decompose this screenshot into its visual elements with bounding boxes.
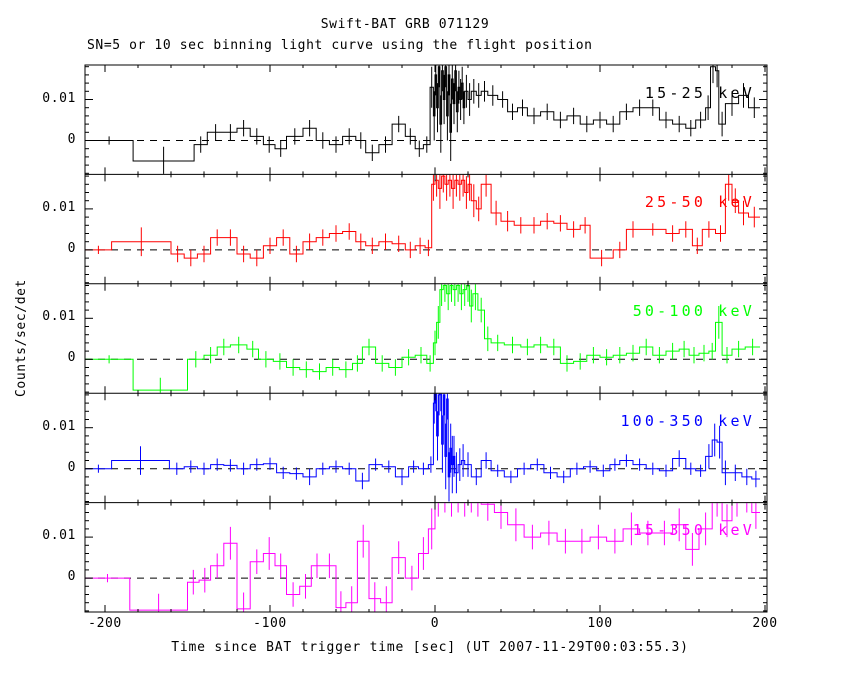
panel-legend-25-50-kev: 25-50 keV bbox=[644, 192, 755, 211]
step-curve bbox=[85, 285, 760, 391]
y-tick-label: 0.01 bbox=[42, 309, 76, 325]
error-bars bbox=[108, 65, 755, 174]
x-tick-label: -100 bbox=[253, 616, 287, 631]
y-tick-label: 0.01 bbox=[42, 90, 76, 106]
panel-legend-15-25-kev: 15-25 keV bbox=[644, 83, 755, 102]
x-axis-label: Time since BAT trigger time [sec] (UT 20… bbox=[171, 640, 689, 655]
y-tick-label: 0 bbox=[67, 240, 76, 256]
y-tick-label: 0.01 bbox=[42, 528, 76, 544]
error-bars bbox=[97, 393, 757, 502]
panel-legend-50-100-kev: 50-100 keV bbox=[632, 302, 755, 321]
error-bars bbox=[107, 503, 757, 612]
x-tick-label: 0 bbox=[430, 616, 440, 631]
y-tick-label: 0 bbox=[67, 459, 76, 475]
panel-legend-100-350-kev: 100-350 keV bbox=[620, 411, 755, 430]
y-tick-label: 0.01 bbox=[42, 199, 76, 215]
x-tick-label: 200 bbox=[752, 616, 778, 631]
step-curve bbox=[85, 175, 760, 259]
x-tick-label: -200 bbox=[88, 616, 122, 631]
error-bars bbox=[108, 284, 754, 393]
x-tick-label: 100 bbox=[587, 616, 613, 631]
lightcurve-series-50-100-kev bbox=[85, 284, 760, 393]
lightcurve-series-100-350-kev bbox=[85, 393, 760, 502]
panel-legend-15-350-kev: 15-350 keV bbox=[632, 521, 755, 540]
plot-frame bbox=[84, 64, 768, 613]
plot-subtitle: SN=5 or 10 sec binning light curve using… bbox=[87, 38, 593, 53]
lightcurve-series-15-25-kev bbox=[85, 65, 760, 174]
plot-title: Swift-BAT GRB 071129 bbox=[320, 17, 490, 32]
y-tick-label: 0 bbox=[67, 131, 76, 147]
error-bars bbox=[97, 174, 755, 267]
step-curve bbox=[85, 66, 760, 162]
step-curve bbox=[85, 393, 760, 482]
y-tick-label: 0 bbox=[67, 569, 76, 585]
lightcurve-series-15-350-kev bbox=[85, 503, 760, 612]
y-tick-label: 0.01 bbox=[42, 418, 76, 434]
y-tick-label: 0 bbox=[67, 350, 76, 366]
step-curve bbox=[85, 503, 760, 611]
lightcurve-series-25-50-kev bbox=[85, 174, 760, 267]
